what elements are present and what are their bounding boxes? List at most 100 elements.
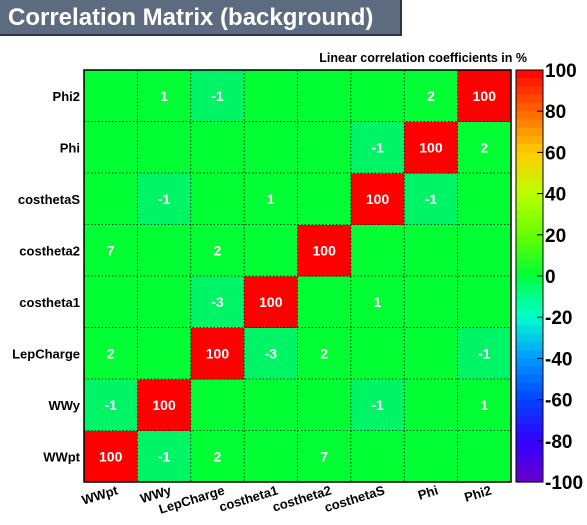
colorbar-segment — [516, 284, 543, 294]
y-tick-label: costheta2 — [19, 243, 80, 258]
heatmap-cell-costheta1-WWy — [137, 276, 192, 328]
heatmap-cell-costheta1-costheta1 — [244, 276, 298, 328]
colorbar-segment — [516, 210, 543, 219]
heatmap-cell-LepCharge-costheta1 — [244, 327, 298, 380]
heatmap-cell-Phi2-WWy — [137, 70, 192, 122]
heatmap-cell-costheta2-WWpt — [84, 224, 138, 277]
colorbar-tick-label: 0 — [545, 267, 556, 288]
cell-value-label: -1 — [211, 88, 224, 104]
heatmap-cell-costheta1-LepCharge — [190, 276, 245, 328]
heatmap-cell-costheta1-Phi2 — [457, 276, 512, 328]
y-tick-label: Phi — [60, 140, 80, 155]
cell-value-label: -3 — [211, 294, 224, 310]
heatmap-cell-WWy-LepCharge — [190, 379, 245, 431]
colorbar-segment — [516, 193, 543, 203]
heatmap-cell-costhetaS-costheta1 — [244, 173, 298, 225]
heatmap-cell-WWpt-Phi — [404, 430, 459, 483]
colorbar-segment — [516, 399, 543, 409]
heatmap-cell-costhetaS-WWy — [137, 173, 192, 225]
heatmap-cell-Phi2-WWpt — [84, 70, 138, 122]
y-tick-label: costheta1 — [19, 295, 80, 310]
heatmap-cell-WWy-Phi2 — [457, 379, 512, 431]
y-tick-label: LepCharge — [12, 346, 80, 361]
colorbar-segment — [516, 440, 543, 450]
x-tick-label: costheta1 — [217, 483, 279, 515]
colorbar-segment — [516, 358, 543, 368]
heatmap-cell-costheta1-costhetaS — [350, 276, 405, 328]
colorbar-segment — [516, 267, 543, 277]
heatmap-cell-costheta1-Phi — [404, 276, 459, 328]
cell-value-label: -1 — [478, 345, 491, 361]
cell-value-label: 1 — [160, 88, 168, 104]
heatmap-cell-costheta2-WWy — [137, 224, 192, 277]
cell-value-label: 100 — [206, 345, 230, 361]
heatmap-cell-costhetaS-costhetaS — [350, 173, 405, 225]
cell-value-label: 2 — [214, 448, 222, 464]
colorbar-segment — [516, 135, 543, 145]
heatmap-cell-Phi2-Phi — [404, 70, 459, 122]
heatmap-cells — [84, 70, 512, 483]
colorbar-segment — [516, 457, 543, 467]
heatmap-cell-Phi-Phi2 — [457, 121, 512, 174]
colorbar — [515, 69, 544, 483]
cell-value-label: 1 — [480, 397, 488, 413]
heatmap-cell-LepCharge-WWy — [137, 327, 192, 380]
chart-subtitle: Linear correlation coefficients in % — [319, 51, 527, 65]
cell-value-label: 100 — [419, 139, 443, 155]
colorbar-segment — [516, 292, 543, 302]
heatmap-cell-costhetaS-Phi — [404, 173, 459, 225]
cell-value-label: 1 — [267, 191, 275, 207]
heatmap-cell-WWy-WWpt — [84, 379, 138, 431]
cell-value-label: -1 — [104, 397, 117, 413]
heatmap-cell-WWpt-WWpt — [84, 430, 138, 483]
colorbar-segment — [516, 119, 543, 129]
heatmap-cell-WWpt-LepCharge — [190, 430, 245, 483]
colorbar-segment — [516, 350, 543, 359]
heatmap-cell-costheta1-WWpt — [84, 276, 138, 328]
cell-value-label: 2 — [320, 345, 328, 361]
heatmap-cell-Phi-costhetaS — [350, 121, 405, 174]
colorbar-segment — [516, 86, 543, 96]
heatmap-cell-WWpt-costheta1 — [244, 430, 298, 483]
cell-value-label: 7 — [107, 242, 115, 258]
heatmap-cell-costheta2-costhetaS — [350, 224, 405, 277]
cell-value-label: 100 — [99, 448, 123, 464]
heatmap-cell-Phi-costheta2 — [297, 121, 352, 174]
cell-value-label: 1 — [374, 294, 382, 310]
heatmap-cell-WWy-costheta2 — [297, 379, 352, 431]
cell-value-label: 2 — [107, 345, 115, 361]
heatmap-cell-costheta2-LepCharge — [190, 224, 245, 277]
heatmap-cell-Phi2-costheta1 — [244, 70, 298, 122]
heatmap-cell-LepCharge-Phi — [404, 327, 459, 380]
heatmap-cell-LepCharge-WWpt — [84, 327, 138, 380]
y-tick-label: Phi2 — [53, 89, 80, 104]
chart-title: Correlation Matrix (background) — [0, 0, 402, 36]
colorbar-tick-label: 80 — [545, 102, 566, 123]
heatmap-cell-WWpt-costhetaS — [350, 430, 405, 483]
colorbar-segment — [516, 308, 543, 318]
colorbar-segment — [516, 391, 543, 401]
heatmap-cell-WWpt-costheta2 — [297, 430, 352, 483]
colorbar-tick-label: -40 — [545, 349, 572, 370]
x-tick-label: costhetaS — [323, 482, 387, 515]
cell-value-label: -1 — [158, 448, 171, 464]
heatmap-cell-Phi2-LepCharge — [190, 70, 245, 122]
colorbar-segment — [516, 473, 543, 483]
heatmap-cell-LepCharge-costheta2 — [297, 327, 352, 380]
colorbar-segment — [516, 201, 543, 211]
y-tick-label: WWy — [48, 398, 80, 413]
colorbar-segment — [516, 300, 543, 310]
cell-value-label: -1 — [371, 139, 384, 155]
x-tick-label: Phi2 — [463, 483, 494, 505]
colorbar-segment — [516, 259, 543, 269]
heatmap-cell-Phi2-costhetaS — [350, 70, 405, 122]
colorbar-segment — [516, 168, 543, 178]
colorbar-segment — [516, 152, 543, 162]
heatmap-cell-Phi-Phi — [404, 121, 459, 174]
heatmap-cell-WWy-costheta1 — [244, 379, 298, 431]
x-tick-label: costheta2 — [271, 483, 333, 515]
heatmap-cell-costheta2-Phi — [404, 224, 459, 277]
heatmap-cell-costhetaS-costheta2 — [297, 173, 352, 225]
colorbar-segment — [516, 185, 543, 195]
colorbar-segment — [516, 234, 543, 244]
